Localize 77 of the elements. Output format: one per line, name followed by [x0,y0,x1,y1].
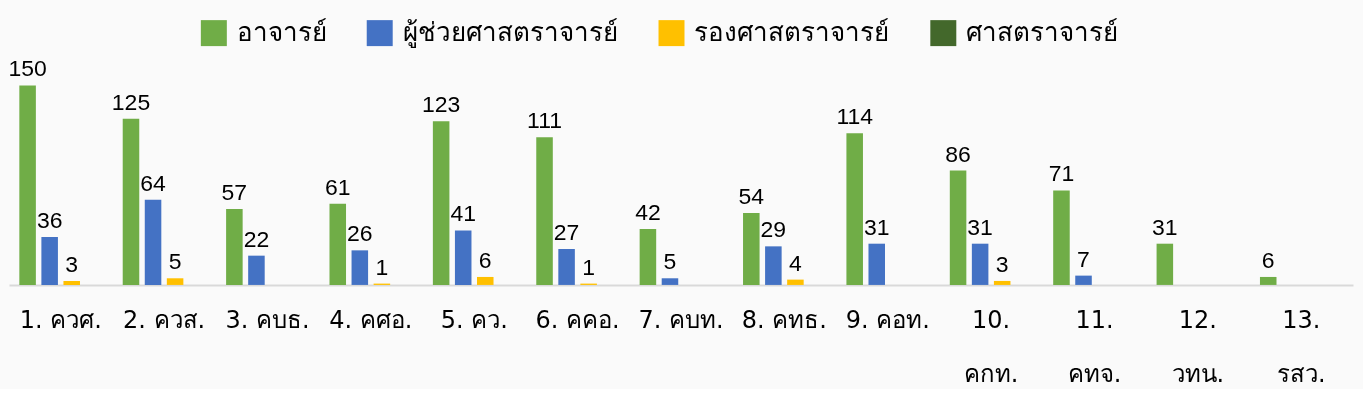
data-label: 4 [789,249,803,276]
data-label: 7 [1077,245,1090,272]
bar [351,250,369,285]
x-tick-label: 2. ควส. [123,306,206,335]
x-tick-label: 9. คอท. [845,306,930,335]
data-label: 5 [663,248,677,275]
data-label: 86 [945,140,971,167]
bar [144,199,162,285]
data-label: 1 [582,253,596,280]
legend-label: รองศาสตราจารย์ [694,17,890,48]
x-tick-label: 13. รสว. [1277,306,1326,389]
data-label: 3 [65,250,79,277]
x-tick-label: 1. ควศ. [19,306,102,335]
x-tick-label: 7. คบท. [638,306,724,335]
bar [765,246,782,285]
data-label: 123 [421,91,461,118]
bar [476,276,494,285]
x-tick-label: 12. วทน. [1171,306,1225,389]
data-label: 111 [527,107,562,134]
bar [971,243,989,285]
data-label: 3 [995,250,1009,277]
bar [19,85,36,285]
data-label: 150 [8,55,47,82]
bar [248,255,265,285]
bar [993,280,1011,285]
bar [1259,276,1277,285]
bar [454,230,472,285]
x-tick-label: 10. คกท. [963,306,1019,389]
data-label: 5 [168,248,182,275]
x-tick-label: 8. คทธ. [741,306,827,335]
legend-label: อาจารย์ [236,17,327,48]
data-label: 42 [635,199,661,226]
x-tick-label: 5. คว. [440,306,508,335]
bar [329,203,347,285]
legend-label: ศาสตราจารย์ [966,17,1119,48]
bar [122,118,140,285]
bar [536,137,553,285]
bar [639,229,657,285]
data-label: 1 [375,253,389,280]
bar [846,133,863,285]
data-label: 26 [347,220,373,247]
data-label: 6 [1261,246,1275,273]
x-tick-label: 3. คบธ. [225,306,310,335]
data-label: 36 [36,207,63,234]
x-tick-label: 6. คคอ. [535,306,620,335]
bar [63,280,80,285]
bar [1075,275,1092,285]
data-label: 41 [450,200,476,227]
data-label: 29 [760,216,787,243]
data-label: 31 [863,213,890,240]
bar [1156,243,1174,285]
data-label: 54 [738,183,765,210]
bar [41,237,58,285]
data-label: 71 [1048,160,1075,187]
data-label: 31 [967,213,993,240]
bar [661,278,679,285]
data-label: 61 [324,173,351,200]
data-label: 6 [478,246,492,273]
bar [166,278,184,285]
x-tick-label: 11. คทจ. [1067,306,1122,389]
bar [558,249,575,285]
data-label: 125 [111,88,151,115]
legend-label: ผู้ช่วยศาสตราจารย์ [402,17,618,49]
data-label: 27 [553,219,580,246]
data-label: 64 [140,169,167,196]
bar [226,209,243,285]
x-tick-label: 4. คศอ. [329,306,413,335]
data-label: 114 [836,103,874,130]
bar [949,170,967,285]
bar [868,243,886,285]
data-label: 22 [243,225,270,252]
bar [1053,190,1070,285]
bar [743,213,760,285]
bar [432,121,450,285]
bar [787,279,804,285]
data-label: 57 [221,179,248,206]
data-label: 31 [1152,213,1178,240]
